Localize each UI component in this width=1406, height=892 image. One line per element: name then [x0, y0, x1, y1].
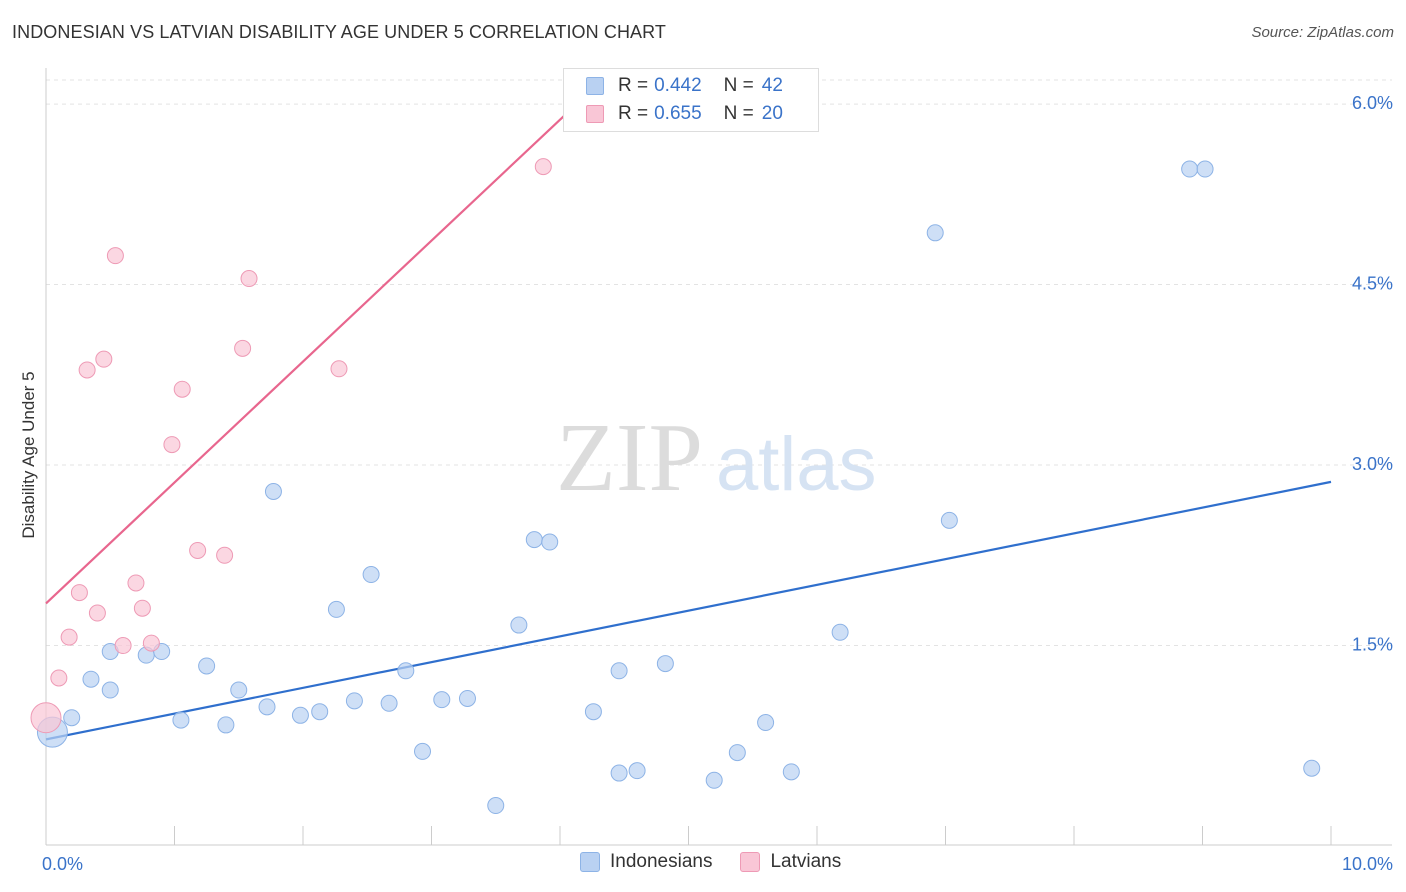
indonesian-point: [311, 703, 329, 721]
legend-n-value: 42: [761, 75, 783, 96]
latvian-point: [142, 634, 160, 652]
indonesian-point: [414, 742, 432, 760]
indonesian-point: [628, 762, 646, 780]
indonesian-point: [82, 670, 100, 688]
y-axis-title: Disability Age Under 5: [19, 371, 38, 538]
indonesian-point: [458, 689, 476, 707]
indonesian-point: [1303, 759, 1321, 777]
indonesian-point: [782, 763, 800, 781]
latvian-point: [50, 669, 68, 687]
point-layer: [30, 158, 1321, 815]
watermark: ZIP atlas: [556, 404, 877, 512]
series-legend: Indonesians Latvians: [580, 851, 869, 873]
legend-n-label: N =: [723, 103, 754, 124]
latvian-point: [114, 637, 132, 655]
latvian-point: [60, 628, 78, 646]
legend-swatch-pink: [740, 852, 761, 872]
latvian-point: [133, 599, 151, 617]
y-tick-label: 3.0%: [1352, 454, 1393, 474]
indonesian-point: [831, 623, 849, 641]
legend-r-label: R =: [618, 103, 649, 124]
watermark-atlas: atlas: [716, 422, 877, 507]
indonesian-point: [433, 691, 451, 709]
indonesian-point: [487, 797, 505, 815]
indonesian-point: [264, 483, 282, 501]
indonesian-point: [217, 716, 235, 734]
latvian-point: [330, 360, 348, 378]
legend-row-indonesians: R = 0.442 N = 42: [586, 73, 783, 99]
latvian-point: [106, 247, 124, 265]
indonesian-point: [610, 764, 628, 782]
x-tick-label: 10.0%: [1342, 854, 1393, 874]
indonesian-point: [1181, 160, 1199, 178]
indonesian-point: [230, 681, 248, 699]
latvian-point: [70, 584, 88, 602]
legend-item-indonesians[interactable]: Indonesians: [580, 851, 712, 873]
legend-label-latvians: Latvians: [770, 851, 842, 872]
legend-swatch-pink: [586, 105, 604, 123]
indonesian-point: [926, 224, 944, 242]
indonesian-point: [1196, 160, 1214, 178]
source-label: Source: ZipAtlas.com: [1251, 24, 1394, 41]
latvian-point: [189, 541, 207, 559]
indonesian-point: [345, 692, 363, 710]
indonesian-point: [541, 533, 559, 551]
indonesian-point: [397, 662, 415, 680]
latvian-point: [88, 604, 106, 622]
legend-r-label: R =: [618, 75, 649, 96]
indonesian-point: [63, 709, 81, 727]
indonesian-point: [291, 706, 309, 724]
indonesian-point: [940, 511, 958, 529]
latvian-point: [240, 270, 258, 288]
indonesian-point: [728, 744, 746, 762]
latvian-point: [95, 350, 113, 368]
latvian-trend-line: [45, 112, 568, 605]
legend-r-value: 0.442: [654, 75, 702, 96]
legend-r-value: 0.655: [654, 103, 702, 124]
x-tick-label: 0.0%: [42, 854, 83, 874]
latvian-point: [30, 702, 62, 734]
latvian-point: [173, 380, 191, 398]
label-layer: 1.5% 3.0% 4.5% 6.0% 0.0% 10.0% Disability Age …: [19, 93, 1393, 874]
indonesian-point: [510, 616, 528, 634]
legend-n-value: 20: [761, 103, 783, 124]
indonesian-point: [362, 566, 380, 584]
y-tick-label: 6.0%: [1352, 93, 1393, 113]
y-tick-label: 4.5%: [1352, 274, 1393, 294]
indonesian-point: [198, 657, 216, 675]
y-tick-label: 1.5%: [1352, 635, 1393, 655]
legend-n-label: N =: [723, 75, 754, 96]
latvian-point: [534, 158, 552, 176]
indonesian-point: [327, 600, 345, 618]
latvian-point: [78, 361, 96, 379]
indonesian-point: [380, 694, 398, 712]
legend-swatch-blue: [580, 852, 600, 872]
indonesian-point: [584, 703, 602, 721]
indonesian-point: [172, 711, 190, 729]
watermark-zip: ZIP: [556, 404, 703, 512]
indonesian-point: [610, 662, 628, 680]
indonesian-point: [101, 681, 119, 699]
chart-title: INDONESIAN VS LATVIAN DISABILITY AGE UND…: [12, 22, 667, 42]
latvian-point: [127, 574, 145, 592]
legend-row-latvians: R = 0.655 N = 20: [586, 101, 783, 127]
legend-swatch-blue: [586, 77, 604, 95]
indonesian-point: [656, 655, 674, 673]
legend-label-indonesians: Indonesians: [610, 851, 713, 872]
indonesian-point: [705, 771, 723, 789]
indonesian-point: [757, 714, 775, 732]
indonesian-point: [258, 698, 276, 716]
latvian-point: [216, 546, 234, 564]
correlation-legend: R = 0.442 N = 42 R = 0.655 N = 20: [563, 68, 819, 132]
indonesian-point: [525, 531, 543, 549]
indonesian-trend-line: [45, 480, 1332, 741]
trend-layer: [45, 112, 1332, 741]
latvian-point: [234, 339, 252, 357]
latvian-point: [163, 436, 181, 454]
legend-item-latvians[interactable]: Latvians: [740, 851, 841, 873]
